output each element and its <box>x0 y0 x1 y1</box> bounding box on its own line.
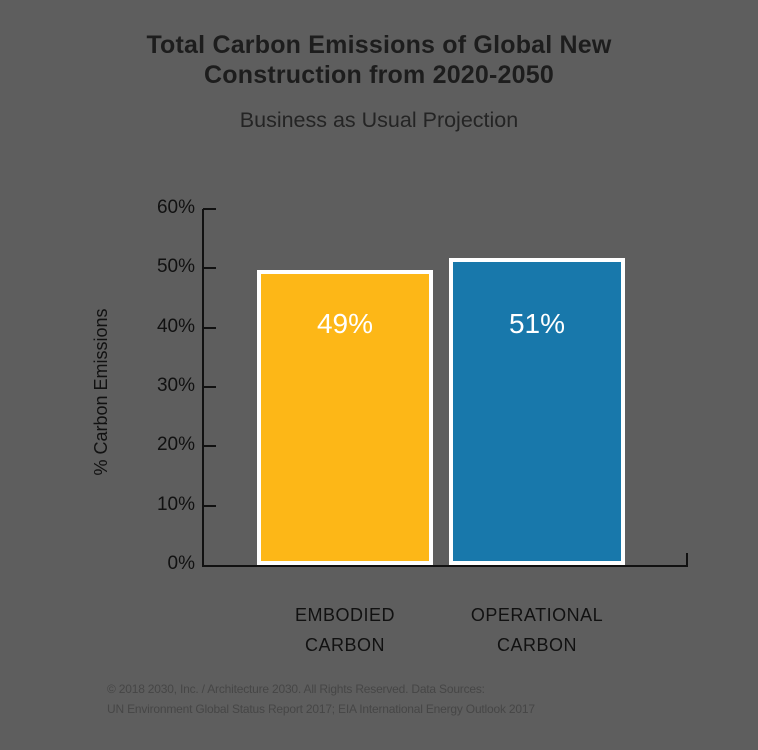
x-axis-end-tick <box>686 553 688 565</box>
x-axis-line <box>202 565 688 567</box>
category-label: EMBODIED CARBON <box>294 605 395 655</box>
footnote-line-2: UN Environment Global Status Report 2017… <box>107 702 535 716</box>
y-tick-mark-40% <box>203 326 216 329</box>
bar-value-label: 49% <box>316 308 374 339</box>
y-tick-mark-60% <box>203 208 216 210</box>
y-tick-mark-50% <box>203 267 216 270</box>
y-tick-mark-30% <box>203 386 216 388</box>
bar-value-label: 51% <box>508 308 566 339</box>
y-tick-label-40%: 40% <box>156 315 195 337</box>
bar-operational-carbon <box>449 258 625 565</box>
chart-title: Total Carbon Emissions of Global New Con… <box>0 30 758 90</box>
y-axis-title: % Carbon Emissions <box>91 308 111 476</box>
y-tick-label-30%: 30% <box>156 375 195 396</box>
chart-title-line-1: Total Carbon Emissions of Global New <box>146 31 612 59</box>
category-label: OPERATIONAL CARBON <box>470 605 604 655</box>
y-tick-mark-20% <box>203 445 216 448</box>
y-tick-label-0%: 0% <box>167 553 195 574</box>
y-tick-label-10%: 10% <box>156 493 195 515</box>
footnote-line-1: © 2018 2030, Inc. / Architecture 2030. A… <box>107 682 485 696</box>
y-tick-label-20%: 20% <box>156 434 195 456</box>
y-axis-line <box>202 209 204 567</box>
bar-embodied-carbon <box>257 270 433 565</box>
y-tick-mark-10% <box>203 504 216 507</box>
y-tick-label-60%: 60% <box>156 197 195 218</box>
y-tick-label-50%: 50% <box>156 256 195 278</box>
chart-subtitle: Business as Usual Projection <box>239 108 519 132</box>
chart-title-line-2: Construction from 2020-2050 <box>204 61 554 89</box>
chart-footnote: © 2018 2030, Inc. / Architecture 2030. A… <box>107 679 535 719</box>
